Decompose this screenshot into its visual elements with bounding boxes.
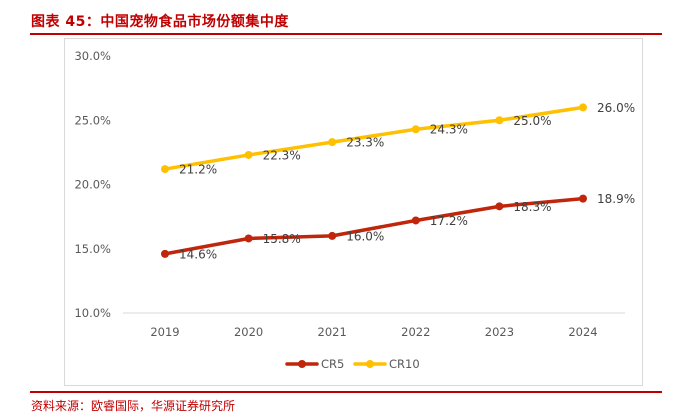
data-label-layer: 14.6% 15.8% 16.0% 17.2% 18.3% 18.9% 21.2% 22.3%…: [179, 101, 635, 261]
chart-frame: [64, 38, 643, 386]
data-label-cr5: 14.6%: [179, 247, 217, 261]
data-point-cr10: [579, 103, 587, 112]
data-label-cr10: 24.3%: [430, 123, 468, 137]
legend: CR5 CR10: [285, 357, 420, 371]
data-point-cr5: [411, 216, 420, 225]
data-point-cr10: [244, 150, 253, 159]
x-tick-label: 2022: [401, 325, 430, 339]
y-tick-label: 20.0%: [74, 178, 111, 192]
data-label-cr10: 23.3%: [346, 136, 384, 150]
data-point-cr5: [579, 194, 587, 203]
x-tick-label: 2024: [568, 325, 597, 339]
data-label-cr5: 17.2%: [430, 214, 468, 228]
data-label-cr10: 25.0%: [513, 114, 551, 128]
data-label-cr10: 22.3%: [263, 148, 301, 162]
legend-label-cr5: CR5: [321, 357, 344, 371]
data-point-cr5: [328, 231, 337, 240]
data-label-cr5: 18.3%: [513, 200, 551, 214]
data-label-cr10: 26.0%: [597, 101, 635, 115]
x-tick-label: 2023: [485, 325, 514, 339]
series-line-cr5: [163, 196, 585, 256]
data-label-cr10: 21.2%: [179, 163, 217, 177]
source-note: 资料来源：欧睿国际，华源证券研究所: [31, 399, 236, 413]
x-tick-label: 2021: [318, 325, 347, 339]
source-rule: [30, 391, 662, 393]
data-point-cr5: [495, 202, 504, 211]
y-tick-label: 10.0%: [74, 306, 111, 320]
series-line-cr10: [163, 105, 585, 171]
legend-marker-cr5: [298, 360, 306, 368]
data-point-cr5: [161, 249, 169, 258]
data-label-cr5: 16.0%: [346, 229, 384, 243]
data-point-cr10: [328, 138, 337, 147]
y-tick-label: 25.0%: [74, 113, 111, 127]
y-tick-label: 15.0%: [74, 242, 111, 256]
data-label-cr5: 15.8%: [263, 232, 301, 246]
figure-title: 图表 45：中国宠物食品市场份额集中度: [31, 14, 289, 30]
x-tick-label: 2020: [234, 325, 263, 339]
x-tick-label: 2019: [150, 325, 179, 339]
y-tick-label: 30.0%: [74, 49, 111, 63]
series-layer: [161, 103, 587, 258]
legend-label-cr10: CR10: [389, 357, 420, 371]
data-point-cr5: [244, 234, 253, 243]
title-rule: [30, 33, 662, 35]
data-label-cr5: 18.9%: [597, 192, 635, 206]
legend-marker-cr10: [366, 360, 374, 368]
data-point-cr10: [411, 125, 420, 134]
axis-layer: 10.0% 15.0% 20.0% 25.0% 30.0% 2019 2020 2021 202…: [74, 49, 625, 339]
data-point-cr10: [495, 116, 504, 125]
data-point-cr10: [161, 165, 169, 174]
